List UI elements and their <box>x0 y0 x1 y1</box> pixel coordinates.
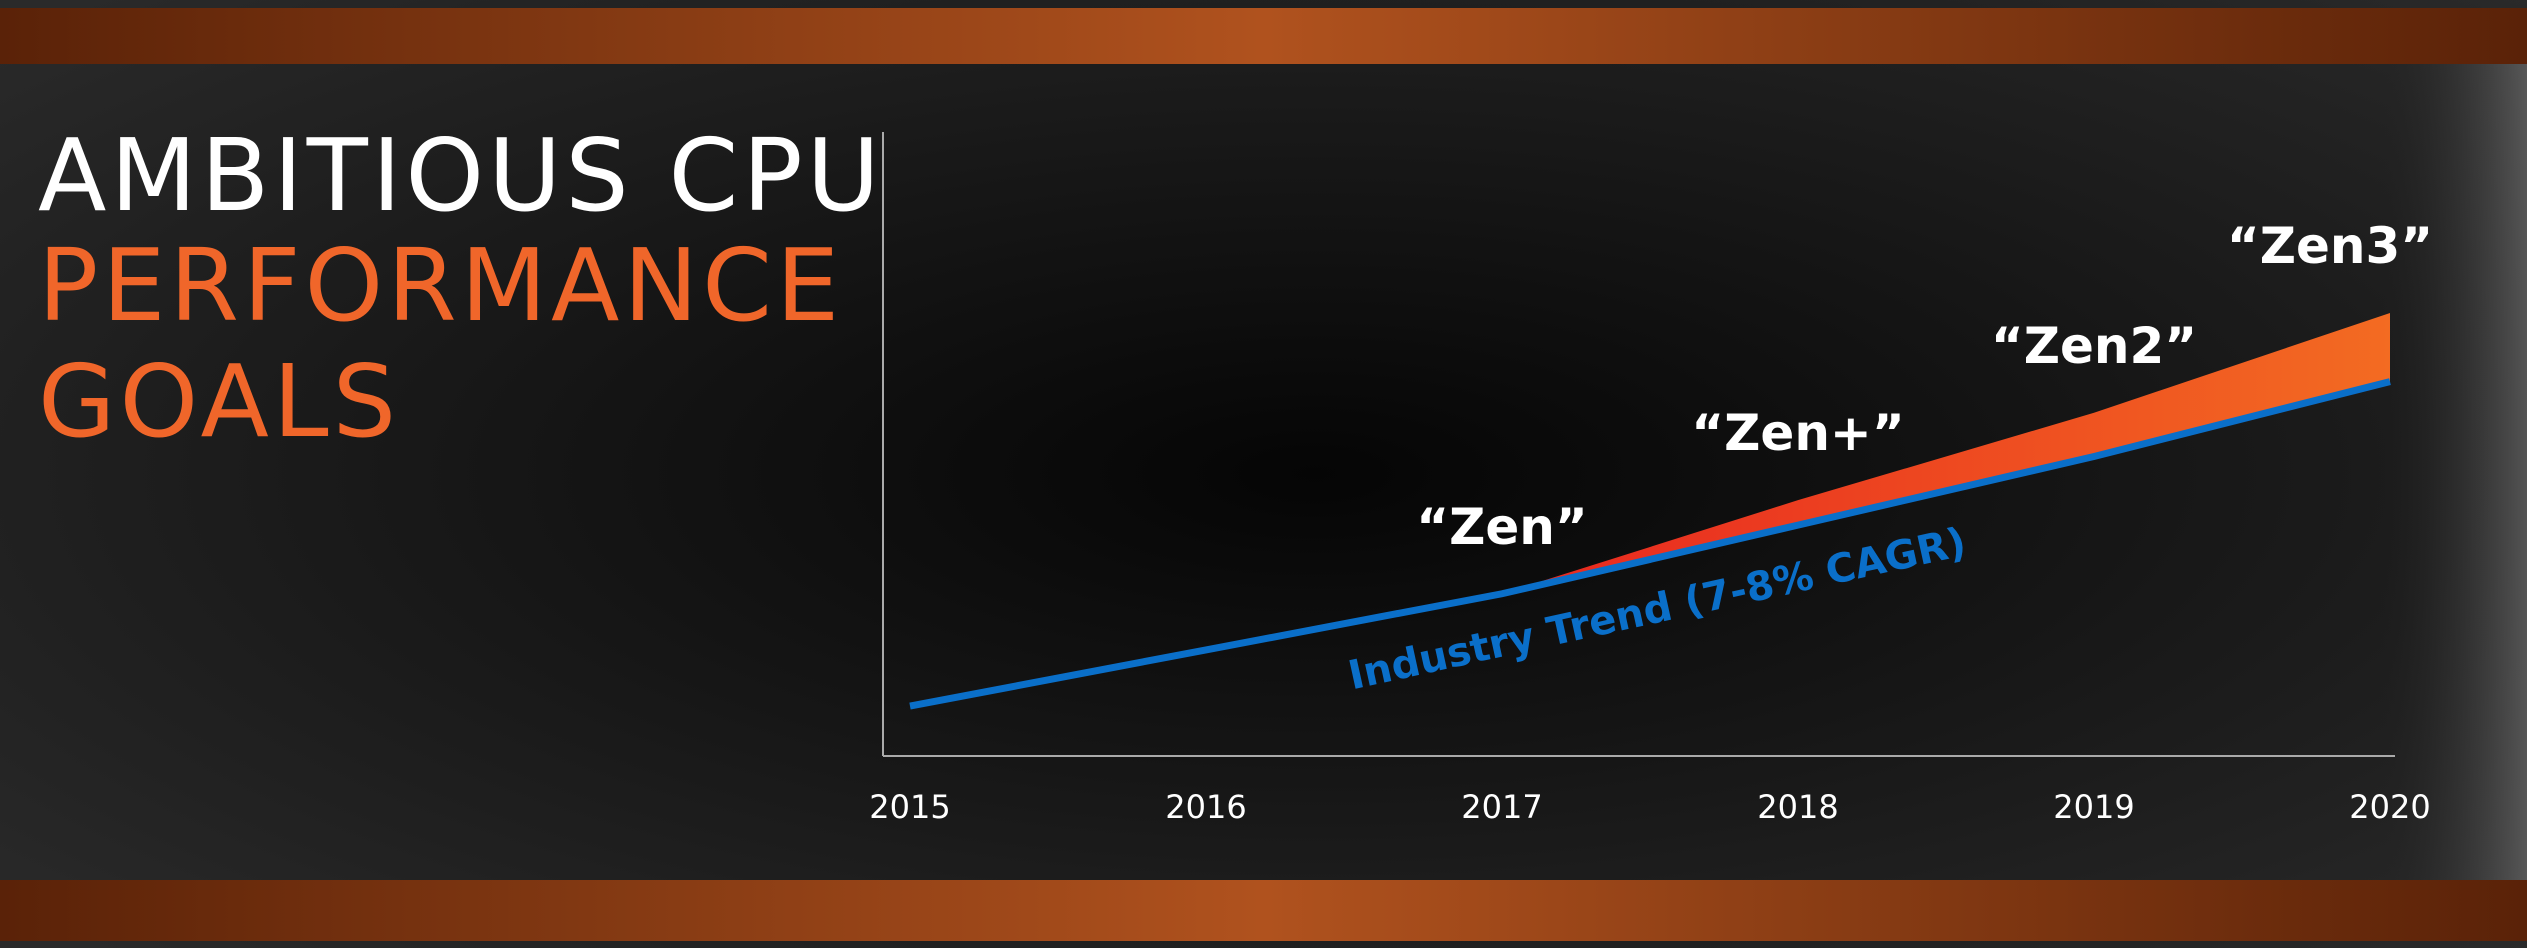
x-tick-label: 2017 <box>1461 788 1542 826</box>
top-band <box>0 8 2527 64</box>
x-tick-label: 2015 <box>869 788 950 826</box>
point-label: “Zen2” <box>1991 317 2197 375</box>
x-tick-label: 2018 <box>1757 788 1838 826</box>
point-label: “Zen3” <box>2227 217 2433 275</box>
trend-line <box>909 378 2391 710</box>
x-tick-label: 2020 <box>2349 788 2430 826</box>
x-tick-label: 2019 <box>2053 788 2134 826</box>
x-tick-label: 2016 <box>1165 788 1246 826</box>
title-line: AMBITIOUS CPU <box>38 117 884 234</box>
side-decoration <box>2380 64 2527 880</box>
title-line: PERFORMANCE <box>38 227 843 344</box>
title-line: GOALS <box>38 343 400 460</box>
performance-area <box>1502 312 2390 594</box>
point-label: “Zen+” <box>1691 404 1904 462</box>
bottom-band <box>0 880 2527 941</box>
point-label: “Zen” <box>1416 498 1587 556</box>
